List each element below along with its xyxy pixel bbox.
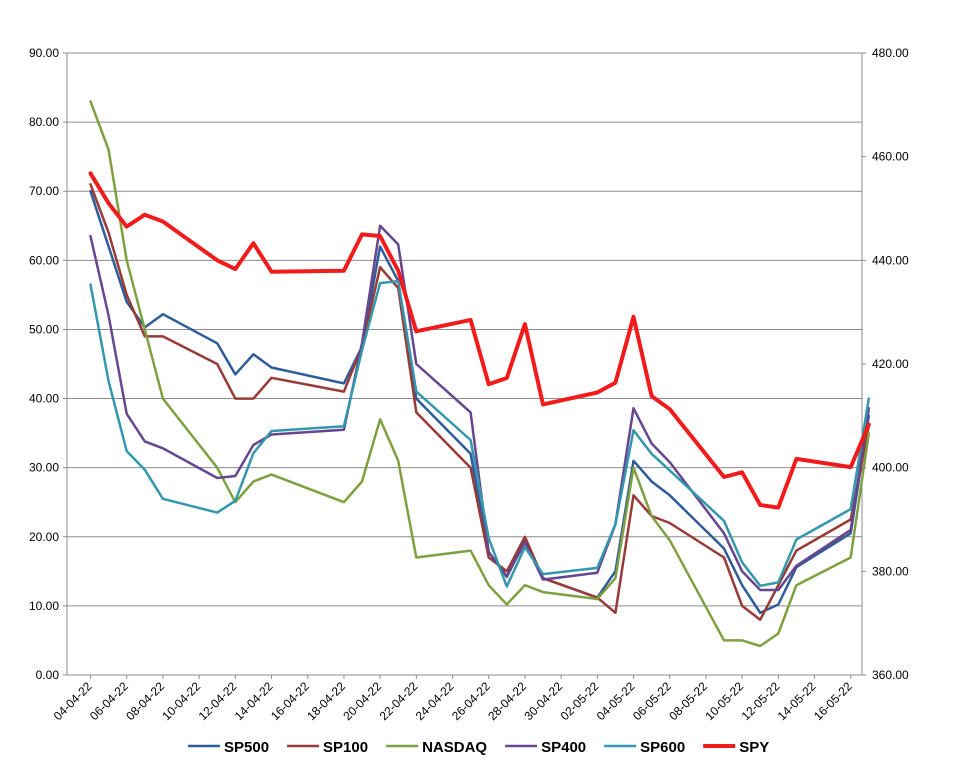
y-right-tick-label: 400.00 <box>872 461 909 475</box>
series-line-sp600 <box>89 279 871 588</box>
y-left-tick-label: 80.00 <box>29 115 59 129</box>
legend-label-sp400: SP400 <box>541 739 586 756</box>
y-right-tick-label: 440.00 <box>872 253 909 267</box>
y-left-tick-label: 70.00 <box>29 184 59 198</box>
legend-label-spy: SPY <box>739 739 769 756</box>
y-right-tick-label: 360.00 <box>872 668 909 682</box>
y-left-tick-label: 30.00 <box>29 461 59 475</box>
legend: SP500 SP100 NASDAQ SP400 SP600 SPY <box>188 739 769 756</box>
legend-label-sp500: SP500 <box>224 739 269 756</box>
y-left-tick-label: 50.00 <box>29 322 59 336</box>
y-left-tick-label: 90.00 <box>29 46 59 60</box>
y-left-tick-label: 60.00 <box>29 253 59 267</box>
legend-label-sp100: SP100 <box>323 739 368 756</box>
series-line-sp400 <box>89 224 871 592</box>
y-right-tick-label: 480.00 <box>872 46 909 60</box>
y-right-tick-label: 460.00 <box>872 150 909 164</box>
series-lines <box>88 100 871 648</box>
legend-label-sp600: SP600 <box>640 739 685 756</box>
y-left-tick-label: 10.00 <box>29 599 59 613</box>
y-left-tick-label: 20.00 <box>29 530 59 544</box>
y-left-tick-label: 0.00 <box>36 668 60 682</box>
y-left-tick-label: 40.00 <box>29 392 59 406</box>
series-line-sp100 <box>89 183 871 621</box>
series-line-spy <box>88 171 871 510</box>
y-right-tick-label: 420.00 <box>872 357 909 371</box>
legend-label-nasdaq: NASDAQ <box>422 739 487 756</box>
series-line-nasdaq <box>89 100 871 648</box>
y-right-tick-label: 380.00 <box>872 564 909 578</box>
